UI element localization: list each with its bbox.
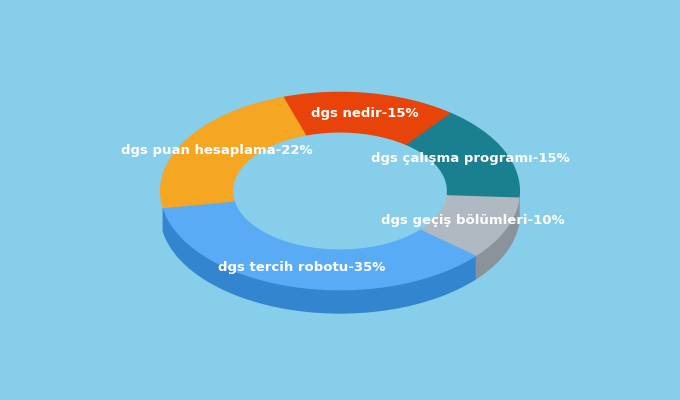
Polygon shape [477, 197, 519, 278]
Text: dgs nedir-15%: dgs nedir-15% [311, 107, 418, 120]
Polygon shape [234, 201, 422, 274]
Text: dgs çalışma programı-15%: dgs çalışma programı-15% [371, 152, 570, 165]
Polygon shape [163, 201, 477, 290]
Polygon shape [163, 208, 477, 313]
Polygon shape [406, 113, 520, 197]
Polygon shape [160, 97, 307, 208]
Polygon shape [422, 194, 447, 253]
Text: dgs tercih robotu-35%: dgs tercih robotu-35% [218, 260, 386, 274]
Text: dgs geçiş bölümleri-10%: dgs geçiş bölümleri-10% [381, 214, 565, 227]
Text: dgs puan hesaplama-22%: dgs puan hesaplama-22% [122, 144, 313, 157]
Polygon shape [285, 92, 449, 144]
Polygon shape [422, 194, 519, 255]
